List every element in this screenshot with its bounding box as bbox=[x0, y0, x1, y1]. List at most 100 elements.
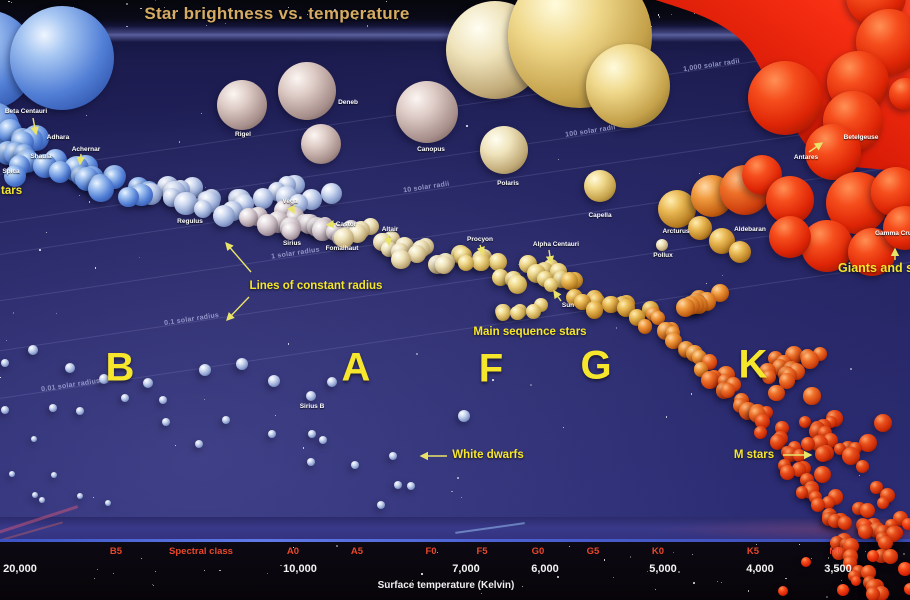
star-sphere bbox=[858, 524, 873, 539]
star-label-fomalhaut: Fomalhaut bbox=[325, 245, 359, 252]
background-star-speck bbox=[491, 379, 494, 382]
background-star-speck bbox=[158, 10, 160, 12]
star-sphere bbox=[195, 440, 203, 448]
axis-tick-temp-6000: 6,000 bbox=[531, 563, 559, 575]
background-star-speck bbox=[200, 113, 202, 115]
background-star-speck bbox=[275, 414, 277, 416]
star-sphere bbox=[407, 244, 426, 263]
star-sphere bbox=[199, 364, 211, 376]
annotation-arrow-icon bbox=[287, 204, 295, 215]
page-title: Star brightness vs. temperature bbox=[144, 4, 410, 23]
star-sphere bbox=[217, 80, 267, 130]
background-star-speck bbox=[96, 569, 98, 571]
background-star-speck bbox=[678, 571, 681, 573]
star-sphere bbox=[761, 369, 777, 385]
star-sphere bbox=[791, 462, 807, 477]
background-star-speck bbox=[39, 248, 41, 251]
star-label-castor: Castor bbox=[335, 221, 357, 228]
star-sphere bbox=[585, 301, 604, 320]
star-sphere bbox=[813, 465, 832, 484]
background-star-speck bbox=[466, 125, 468, 127]
background-star-speck bbox=[655, 589, 656, 591]
star-sphere bbox=[480, 126, 528, 174]
background-star-speck bbox=[140, 7, 142, 9]
star-sphere bbox=[898, 562, 910, 576]
star-sphere bbox=[805, 124, 861, 180]
background-star-speck bbox=[85, 115, 87, 117]
star-sphere bbox=[753, 425, 767, 439]
axis-title-spectral-class: Spectral class bbox=[169, 546, 233, 557]
axis-title-surface-temperature: Surface temperature (Kelvin) bbox=[377, 580, 515, 591]
axis-tick-temp-5000: 5,000 bbox=[649, 563, 677, 575]
star-sphere bbox=[778, 372, 795, 390]
star-sphere bbox=[76, 407, 84, 415]
annotation-arrow-icon bbox=[225, 241, 252, 273]
background-star-speck bbox=[451, 490, 453, 493]
star-sphere bbox=[389, 452, 397, 460]
background-star-speck bbox=[0, 377, 2, 378]
annotation-arrow-icon bbox=[226, 296, 250, 322]
star-sphere bbox=[268, 430, 276, 438]
star-label-sun: Sun bbox=[561, 302, 575, 309]
background-star-speck bbox=[126, 25, 128, 28]
background-star-speck bbox=[228, 9, 230, 11]
star-sphere bbox=[49, 161, 71, 183]
background-star-speck bbox=[693, 582, 696, 585]
star-sphere bbox=[801, 557, 811, 567]
background-star-speck bbox=[92, 496, 94, 498]
background-star-speck bbox=[629, 556, 631, 558]
axis-tick-class-k0: K0 bbox=[651, 546, 665, 557]
star-sphere bbox=[525, 303, 541, 319]
background-star-speck bbox=[172, 14, 174, 16]
star-sphere bbox=[803, 387, 821, 405]
star-sphere bbox=[851, 576, 861, 586]
star-label-sirius: Sirius bbox=[282, 240, 302, 247]
background-star-speck bbox=[692, 554, 693, 555]
background-star-speck bbox=[755, 544, 757, 545]
annotation-giants: Giants and supergiants bbox=[838, 261, 910, 275]
star-sphere bbox=[858, 433, 877, 452]
axis-tick-class-f5: F5 bbox=[476, 546, 488, 557]
annotation-arrow-icon bbox=[553, 289, 562, 302]
background-star-speck bbox=[94, 577, 96, 579]
axis-tick-class-g0: G0 bbox=[531, 546, 545, 557]
star-label-gamma-crucis: Gamma Crucis bbox=[875, 230, 910, 237]
background-star-speck bbox=[146, 10, 147, 12]
star-sphere bbox=[32, 492, 38, 498]
star-sphere bbox=[769, 216, 811, 258]
star-label-aldebaran: Aldebaran bbox=[734, 226, 766, 233]
background-star-speck bbox=[387, 581, 389, 583]
background-star-speck bbox=[850, 368, 852, 370]
star-sphere bbox=[748, 61, 822, 135]
background-star-speck bbox=[840, 579, 843, 582]
spectral-letter-k: K bbox=[738, 342, 768, 387]
star-sphere bbox=[334, 228, 354, 249]
star-sphere bbox=[795, 486, 809, 499]
star-sphere bbox=[865, 586, 881, 600]
star-sphere bbox=[268, 375, 280, 387]
background-star-speck bbox=[205, 25, 207, 27]
star-sphere bbox=[560, 272, 579, 290]
star-label-capella: Capella bbox=[588, 212, 612, 219]
star-sphere bbox=[801, 436, 816, 452]
background-star-speck bbox=[691, 393, 693, 395]
star-sphere bbox=[770, 434, 786, 450]
background-star-speck bbox=[517, 263, 519, 265]
star-sphere bbox=[174, 191, 198, 215]
background-star-speck bbox=[530, 384, 532, 387]
star-sphere bbox=[162, 418, 170, 426]
star-sphere bbox=[118, 187, 139, 208]
star-sphere bbox=[778, 586, 788, 596]
background-star-speck bbox=[421, 573, 423, 575]
background-star-speck bbox=[140, 557, 142, 559]
star-label-vega: Vega bbox=[282, 198, 298, 205]
star-sphere bbox=[876, 496, 890, 510]
background-star-speck bbox=[292, 547, 294, 549]
background-star-speck bbox=[178, 141, 180, 143]
background-star-speck bbox=[799, 543, 801, 545]
background-star-speck bbox=[646, 570, 649, 573]
axis-tick-class-b5: B5 bbox=[109, 546, 123, 557]
star-sphere bbox=[31, 436, 37, 442]
star-label-shaula: Shaula bbox=[30, 153, 52, 160]
